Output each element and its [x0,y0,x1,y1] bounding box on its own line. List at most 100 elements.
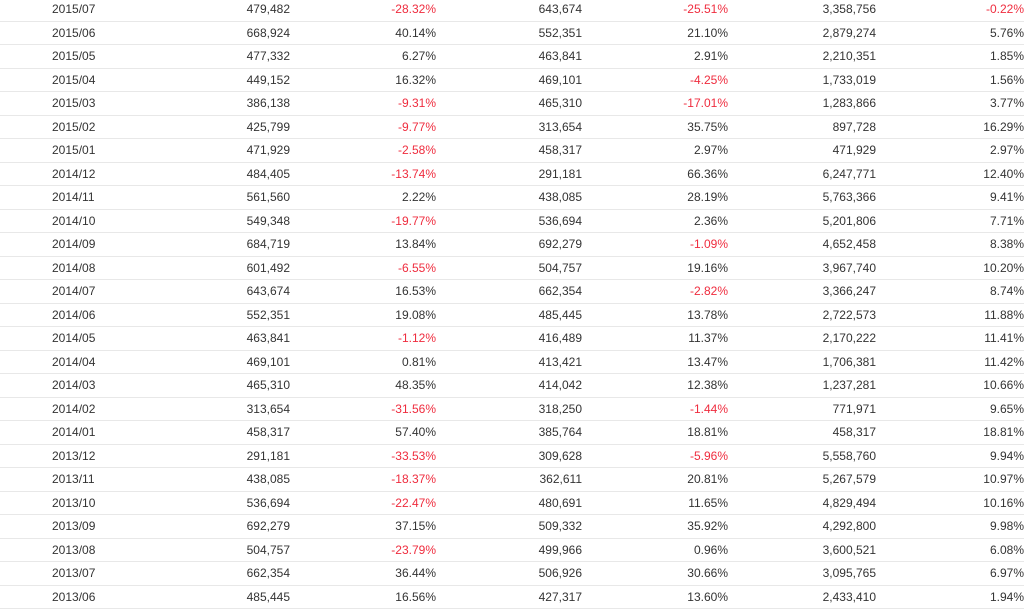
table-row: 2015/04 449,152 16.32% 469,101 -4.25% 1,733,0… [0,68,1024,92]
change-2-cell: 20.81% [582,467,728,492]
change-3-cell: 1.56% [876,68,1024,92]
cumulative-cell: 771,971 [728,397,876,421]
month-cell: 2014/09 [0,232,128,257]
change-1-cell: 16.53% [290,279,436,304]
value-1-cell: 668,924 [128,21,290,45]
value-1-cell: 536,694 [128,491,290,515]
change-1-cell: -23.79% [290,538,436,562]
change-2-cell: 21.10% [582,21,728,45]
change-2-cell: -1.09% [582,232,728,257]
change-3-cell: 11.42% [876,350,1024,374]
month-cell: 2014/02 [0,397,128,421]
change-1-cell: -6.55% [290,256,436,280]
change-1-cell: 40.14% [290,21,436,45]
table-row: 2014/07 643,674 16.53% 662,354 -2.82% 3,366,2… [0,279,1024,304]
change-2-cell: 13.47% [582,350,728,374]
table-row: 2013/11 438,085 -18.37% 362,611 20.81% 5,267,… [0,467,1024,492]
change-3-cell: 8.74% [876,279,1024,304]
change-1-cell: -33.53% [290,444,436,468]
value-2-cell: 291,181 [436,162,582,186]
cumulative-cell: 2,722,573 [728,303,876,327]
change-2-cell: 11.65% [582,491,728,515]
change-3-cell: -0.22% [876,0,1024,22]
month-cell: 2014/10 [0,209,128,233]
month-cell: 2013/09 [0,514,128,539]
change-3-cell: 9.41% [876,185,1024,210]
change-2-cell: 35.75% [582,115,728,139]
cumulative-cell: 3,366,247 [728,279,876,304]
change-3-cell: 10.66% [876,373,1024,398]
table-row: 2015/05 477,332 6.27% 463,841 2.91% 2,210,351… [0,44,1024,69]
table-row: 2014/01 458,317 57.40% 385,764 18.81% 458,317… [0,420,1024,445]
change-3-cell: 16.29% [876,115,1024,139]
change-2-cell: -25.51% [582,0,728,22]
value-2-cell: 463,841 [436,44,582,69]
change-2-cell: 13.78% [582,303,728,327]
change-3-cell: 11.41% [876,326,1024,351]
cumulative-cell: 3,358,756 [728,0,876,22]
month-cell: 2015/04 [0,68,128,92]
change-2-cell: 19.16% [582,256,728,280]
table-row: 2015/06 668,924 40.14% 552,351 21.10% 2,879,2… [0,21,1024,45]
change-2-cell: -1.44% [582,397,728,421]
value-1-cell: 477,332 [128,44,290,69]
month-cell: 2014/07 [0,279,128,304]
value-1-cell: 458,317 [128,420,290,445]
change-1-cell: -9.31% [290,91,436,116]
cumulative-cell: 3,967,740 [728,256,876,280]
change-3-cell: 5.76% [876,21,1024,45]
table-row: 2013/08 504,757 -23.79% 499,966 0.96% 3,600,5… [0,538,1024,562]
value-2-cell: 506,926 [436,561,582,586]
cumulative-cell: 458,317 [728,420,876,445]
month-cell: 2013/11 [0,467,128,492]
change-3-cell: 3.77% [876,91,1024,116]
cumulative-cell: 6,247,771 [728,162,876,186]
change-3-cell: 1.85% [876,44,1024,69]
month-cell: 2013/08 [0,538,128,562]
change-1-cell: -1.12% [290,326,436,351]
change-3-cell: 11.88% [876,303,1024,327]
value-2-cell: 458,317 [436,138,582,163]
month-cell: 2014/03 [0,373,128,398]
value-2-cell: 416,489 [436,326,582,351]
table-row: 2013/07 662,354 36.44% 506,926 30.66% 3,095,7… [0,561,1024,586]
value-1-cell: 561,560 [128,185,290,210]
value-2-cell: 313,654 [436,115,582,139]
table-row: 2014/12 484,405 -13.74% 291,181 66.36% 6,247,… [0,162,1024,186]
month-cell: 2015/06 [0,21,128,45]
change-1-cell: 36.44% [290,561,436,586]
value-1-cell: 549,348 [128,209,290,233]
value-2-cell: 504,757 [436,256,582,280]
value-1-cell: 469,101 [128,350,290,374]
change-1-cell: 13.84% [290,232,436,257]
table-row: 2015/02 425,799 -9.77% 313,654 35.75% 897,728… [0,115,1024,139]
table-row: 2014/05 463,841 -1.12% 416,489 11.37% 2,170,2… [0,326,1024,351]
change-1-cell: -31.56% [290,397,436,421]
change-3-cell: 10.97% [876,467,1024,492]
cumulative-cell: 1,706,381 [728,350,876,374]
value-1-cell: 484,405 [128,162,290,186]
table-row: 2014/11 561,560 2.22% 438,085 28.19% 5,763,36… [0,185,1024,210]
value-1-cell: 313,654 [128,397,290,421]
value-2-cell: 643,674 [436,0,582,22]
cumulative-cell: 4,292,800 [728,514,876,539]
month-cell: 2015/03 [0,91,128,116]
change-2-cell: 28.19% [582,185,728,210]
change-3-cell: 8.38% [876,232,1024,257]
change-1-cell: 37.15% [290,514,436,539]
value-2-cell: 499,966 [436,538,582,562]
change-2-cell: 2.91% [582,44,728,69]
change-2-cell: 0.96% [582,538,728,562]
value-1-cell: 463,841 [128,326,290,351]
change-3-cell: 9.94% [876,444,1024,468]
change-1-cell: -19.77% [290,209,436,233]
change-2-cell: -2.82% [582,279,728,304]
month-cell: 2013/10 [0,491,128,515]
change-2-cell: 12.38% [582,373,728,398]
month-cell: 2013/06 [0,585,128,609]
value-1-cell: 643,674 [128,279,290,304]
value-1-cell: 471,929 [128,138,290,163]
change-3-cell: 9.65% [876,397,1024,421]
cumulative-cell: 1,733,019 [728,68,876,92]
change-1-cell: 16.56% [290,585,436,609]
